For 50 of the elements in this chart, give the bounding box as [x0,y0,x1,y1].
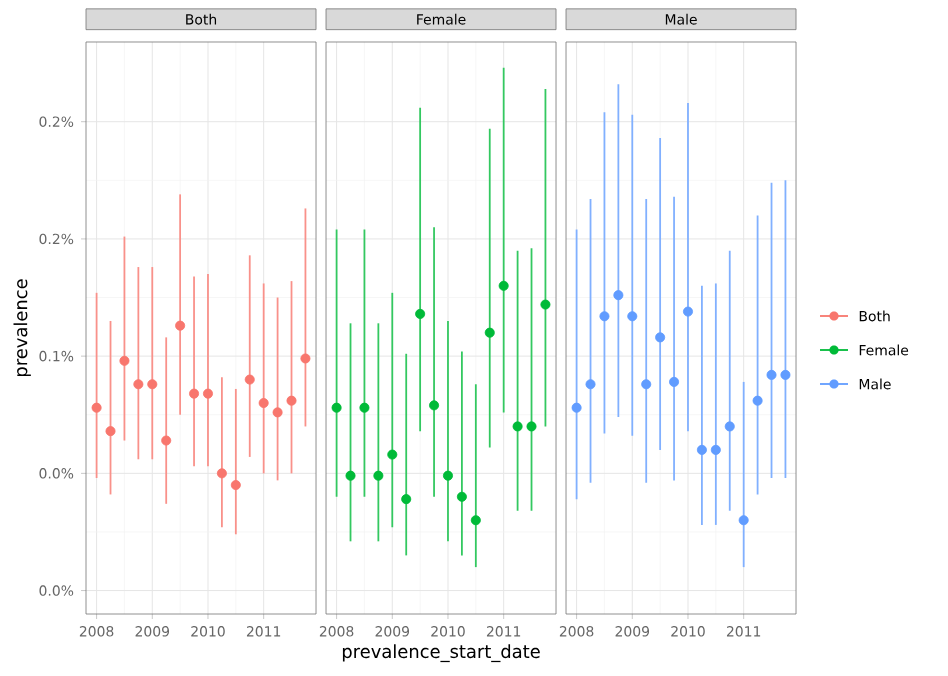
point [442,470,453,481]
point [161,435,172,446]
point [119,355,130,366]
point [655,332,666,343]
point [627,311,638,322]
point [696,444,707,455]
point [387,449,398,460]
point [286,395,297,406]
point [599,311,610,322]
point [147,379,158,390]
x-axis-title: prevalence_start_date [342,644,540,663]
point [669,376,680,387]
point [189,388,200,399]
point [571,402,582,413]
point [456,491,467,502]
point [345,470,356,481]
point [244,374,255,385]
point [91,402,102,413]
point [682,306,693,317]
point [710,444,721,455]
point [470,515,481,526]
point [373,470,384,481]
point [766,369,777,380]
point [512,421,523,432]
point [331,402,342,413]
point [540,299,551,310]
point [272,407,283,418]
point [752,395,763,406]
point [415,308,426,319]
point [498,280,509,291]
point [230,480,241,491]
point [105,426,116,437]
point [258,398,269,409]
point [216,468,227,479]
point [175,320,186,331]
point [738,515,749,526]
point [526,421,537,432]
point [300,353,311,364]
point [724,421,735,432]
point [202,388,213,399]
point [133,379,144,390]
point [585,379,596,390]
point [429,400,440,411]
point [484,327,495,338]
point [401,494,412,505]
point [613,290,624,301]
point [641,379,652,390]
point [780,369,791,380]
y-axis-title: prevalence [13,279,31,377]
point [359,402,370,413]
